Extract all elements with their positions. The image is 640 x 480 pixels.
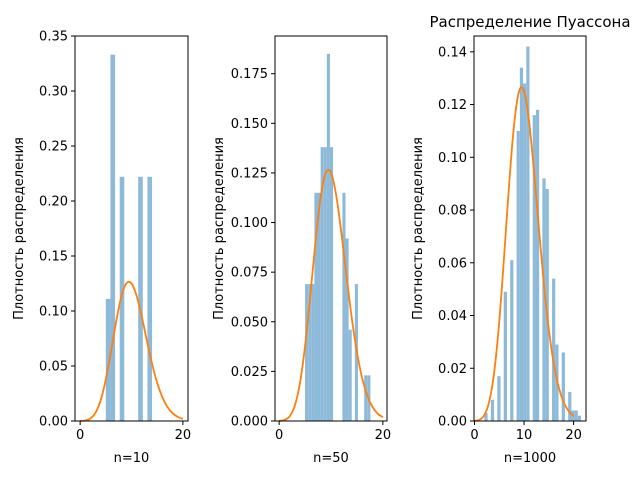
histogram-bar [320,147,324,421]
x-tick-label: 0 [76,428,84,443]
subplot-3: 0.00 0.02 0.04 0.06 0.08 0.10 0.12 0.14 0 10 20 n=1… [411,13,631,466]
y-tick-label: 0.10 [39,305,68,320]
y-tick-label: 0.05 [39,360,68,375]
histogram-bar [552,278,556,421]
histogram-bar [110,54,116,421]
poisson-pmf-line [80,280,184,422]
histogram-bar [574,410,578,421]
histogram-bar [308,284,312,421]
y-tick-label: 0.050 [231,315,268,330]
subplot-panels: 0.00 0.05 0.10 0.15 0.20 0.25 0.30 0.35 0 20 n=10 П… [12,13,631,466]
histogram-bar [345,238,349,421]
subplot-1: 0.00 0.05 0.10 0.15 0.20 0.25 0.30 0.35 0 20 n=10 П… [12,30,191,467]
x-tick-label: 10 [516,428,533,443]
histogram-bars [105,54,153,421]
y-tick-label: 0.175 [231,67,268,82]
axes-frame [74,35,189,422]
y-tick-label: 0.08 [438,204,467,219]
histogram-bar [326,53,330,422]
histogram-bar [323,147,327,421]
subplot-2: 0.000 0.025 0.050 0.075 0.100 0.125 0.150 0.175… [212,35,392,466]
y-tick-label: 0.100 [231,216,268,231]
histogram-bar [545,188,549,421]
y-tick-label: 0.06 [438,256,467,271]
y-tick-label: 0.04 [438,309,467,324]
x-tick-label: 20 [375,428,392,443]
histogram-bar [510,260,514,421]
y-tick-label: 0.10 [438,151,467,166]
chart-title: Распределение Пуассона [429,13,630,31]
histogram-bar [516,130,520,421]
y-axis-label: Плотность распределения [12,137,27,320]
y-tick-label: 0.02 [438,362,467,377]
y-tick-label: 0.20 [39,195,68,210]
y-tick-label: 0.00 [39,415,68,430]
histogram-bar [490,399,495,421]
histogram-bar [484,413,488,421]
y-tick-label: 0.125 [231,166,268,181]
histogram-bar [503,291,507,421]
y-tick-label: 0.00 [438,415,467,430]
histogram-bar [311,284,315,421]
poisson-pmf-line [279,168,384,422]
x-tick-label: 0 [470,428,478,443]
histogram-bar [342,192,346,421]
histogram-bar [523,83,527,421]
histogram-bar [105,298,111,421]
y-tick-label: 0.30 [39,85,68,100]
histogram-bar [535,109,540,421]
y-tick-label: 0.15 [39,250,68,265]
x-tick-label: 20 [175,428,192,443]
y-tick-label: 0.150 [231,117,268,132]
histogram-bar [348,329,352,421]
histogram-bar [138,176,143,421]
y-tick-label: 0.000 [231,415,268,430]
y-tick-label: 0.25 [39,140,68,155]
y-tick-label: 0.14 [438,45,467,60]
histogram-bars [484,46,582,422]
histogram-bar [364,375,368,421]
axes-frame [473,35,587,422]
histogram-bar [542,178,546,421]
histogram-bar [532,115,536,422]
y-axis-label: Плотность распределения [411,137,426,320]
histogram-bars [305,53,371,422]
y-axis-label: Плотность распределения [212,137,227,320]
histogram-bar [317,192,321,421]
histogram-bar [568,391,572,421]
histogram-bar [526,46,530,422]
x-tick-label: 20 [565,428,582,443]
histogram-bar [577,415,582,421]
x-axis-label: n=50 [313,451,349,466]
y-tick-label: 0.35 [39,30,68,45]
histogram-bar [329,147,334,421]
histogram-bar [147,176,153,421]
y-tick-label: 0.12 [438,98,467,113]
y-tick-label: 0.025 [231,365,268,380]
histogram-bar [314,192,318,421]
histogram-bar [561,352,565,421]
poisson-pmf-line [474,86,575,422]
axes-frame [274,35,388,422]
histogram-bar [497,376,501,421]
histogram-bar [119,176,125,421]
x-tick-label: 0 [275,428,283,443]
histogram-bar [305,284,309,421]
x-axis-label: n=1000 [504,451,556,466]
x-axis-label: n=10 [114,451,150,466]
y-tick-label: 0.075 [231,266,268,281]
histogram-bar [519,67,524,421]
